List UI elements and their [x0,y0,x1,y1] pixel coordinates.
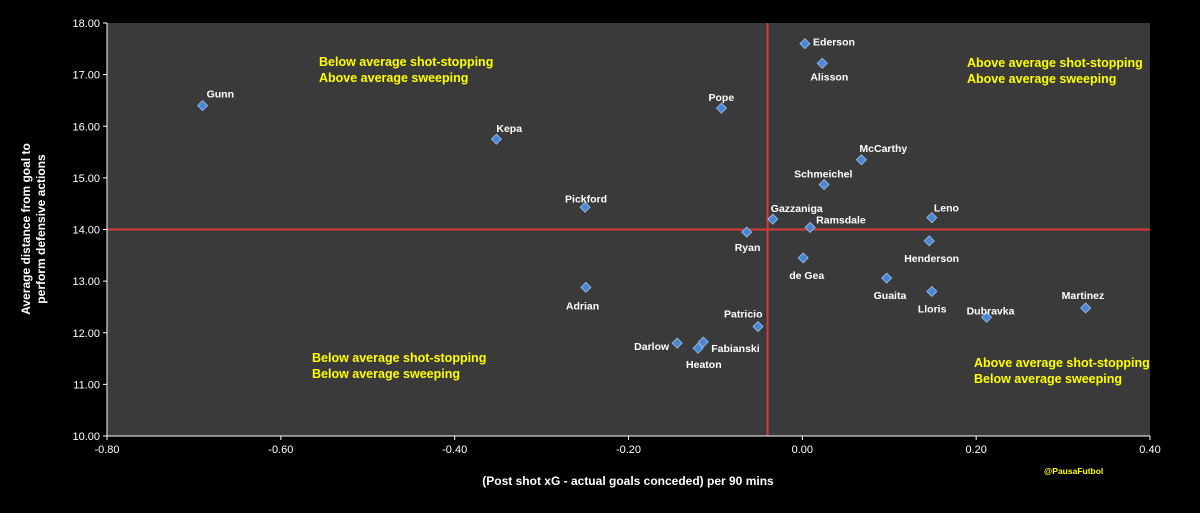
data-point-marker [855,154,868,166]
y-tick-label: 13.00 [72,276,100,288]
y-tick-label: 12.00 [72,328,100,340]
data-point-label: Darlow [634,341,670,353]
quadrant-label-top-left: Above average sweeping [319,71,468,85]
data-point-marker [197,100,209,112]
x-axis-title: (Post shot xG - actual goals conceded) p… [482,474,774,488]
data-point-marker [752,320,764,333]
x-tick-label: -0.60 [268,444,293,456]
quadrant-label-bottom-left: Below average shot-stopping [312,351,486,365]
x-tick-label: 0.20 [965,444,986,456]
data-point-label: de Gea [789,270,824,282]
data-point-label: Guaita [874,290,907,302]
data-point-marker [767,213,779,225]
data-point-marker [926,212,938,224]
y-axis-title-line: perform defensive actions [34,154,48,304]
quadrant-label-top-right: Above average shot-stopping [967,56,1143,70]
data-point-label: McCarthy [859,143,907,155]
y-tick-label: 17.00 [72,70,100,82]
y-tick-label: 10.00 [72,431,100,443]
y-tick-label: 14.00 [72,225,100,237]
y-tick-label: 16.00 [72,121,100,133]
data-point-label: Ryan [735,242,761,254]
data-point-label: Adrian [566,300,599,312]
data-point-marker [981,311,993,323]
data-point-marker [692,342,704,354]
data-point-label: Gazzaniga [771,203,823,215]
data-point-label: Ederson [813,37,855,49]
data-point-marker [715,102,728,114]
y-tick-label: 18.00 [72,18,100,30]
data-point-marker [490,133,502,145]
y-axis-title: Average distance from goal toperform def… [19,143,48,315]
x-tick-label: -0.80 [94,444,119,456]
data-point-marker [797,252,809,264]
x-tick-label: -0.20 [616,444,641,456]
data-point-label: Henderson [904,253,959,265]
y-tick-label: 11.00 [73,379,100,391]
quadrant-label-top-left: Below average shot-stopping [319,55,493,69]
credit-label: @PausaFutbol [1044,466,1103,476]
quadrant-label-bottom-right: Above average shot-stopping [974,356,1150,370]
data-point-label: Fabianski [711,343,760,355]
x-tick-label: 0.00 [792,444,813,456]
quadrant-label-bottom-left: Below average sweeping [312,367,460,381]
data-point-marker [926,285,938,298]
quadrant-annotations: Below average shot-stopping Above average… [312,55,1150,386]
data-point-marker [923,235,935,247]
x-tick-label: -0.40 [442,444,467,456]
data-point-label: Pickford [565,193,607,205]
data-point-marker [671,337,683,349]
data-point-label: Leno [934,203,959,215]
data-point-label: Gunn [207,89,234,101]
data-point-label: Dubravka [967,305,1015,317]
reference-lines [107,23,1150,436]
data-point-label: Alisson [810,71,848,83]
data-point-label: Pope [709,92,735,104]
data-point-marker [579,201,591,213]
quadrant-label-top-right: Above average sweeping [967,72,1116,86]
quadrant-label-bottom-right: Below average sweeping [974,372,1122,386]
data-point-label: Ramsdale [816,214,866,226]
data-point-marker [804,221,816,234]
data-point-label: Martinez [1062,290,1105,302]
data-point-marker [818,179,830,191]
data-point-label: Lloris [918,303,947,315]
data-points: Ederson Alisson Gunn Pope Kepa McCarthy Schmei… [197,37,1105,371]
data-point-label: Schmeichel [794,169,852,181]
data-point-marker [741,226,753,238]
y-tick-label: 15.00 [72,173,100,185]
data-point-label: Patricio [724,309,763,321]
data-point-marker [1080,302,1092,314]
data-point-marker [580,281,592,293]
data-point-marker [816,57,828,69]
data-point-marker [799,38,811,50]
x-tick-label: 0.40 [1139,444,1160,456]
data-point-label: Kepa [496,123,522,135]
data-point-label: Heaton [686,359,722,371]
axes: -0.80 -0.60 -0.40 -0.20 0.00 0.20 0.40 10.00 11.… [72,18,1160,456]
y-axis-title-line: Average distance from goal to [19,143,33,315]
data-point-marker [881,272,893,284]
data-point-marker [697,336,709,348]
